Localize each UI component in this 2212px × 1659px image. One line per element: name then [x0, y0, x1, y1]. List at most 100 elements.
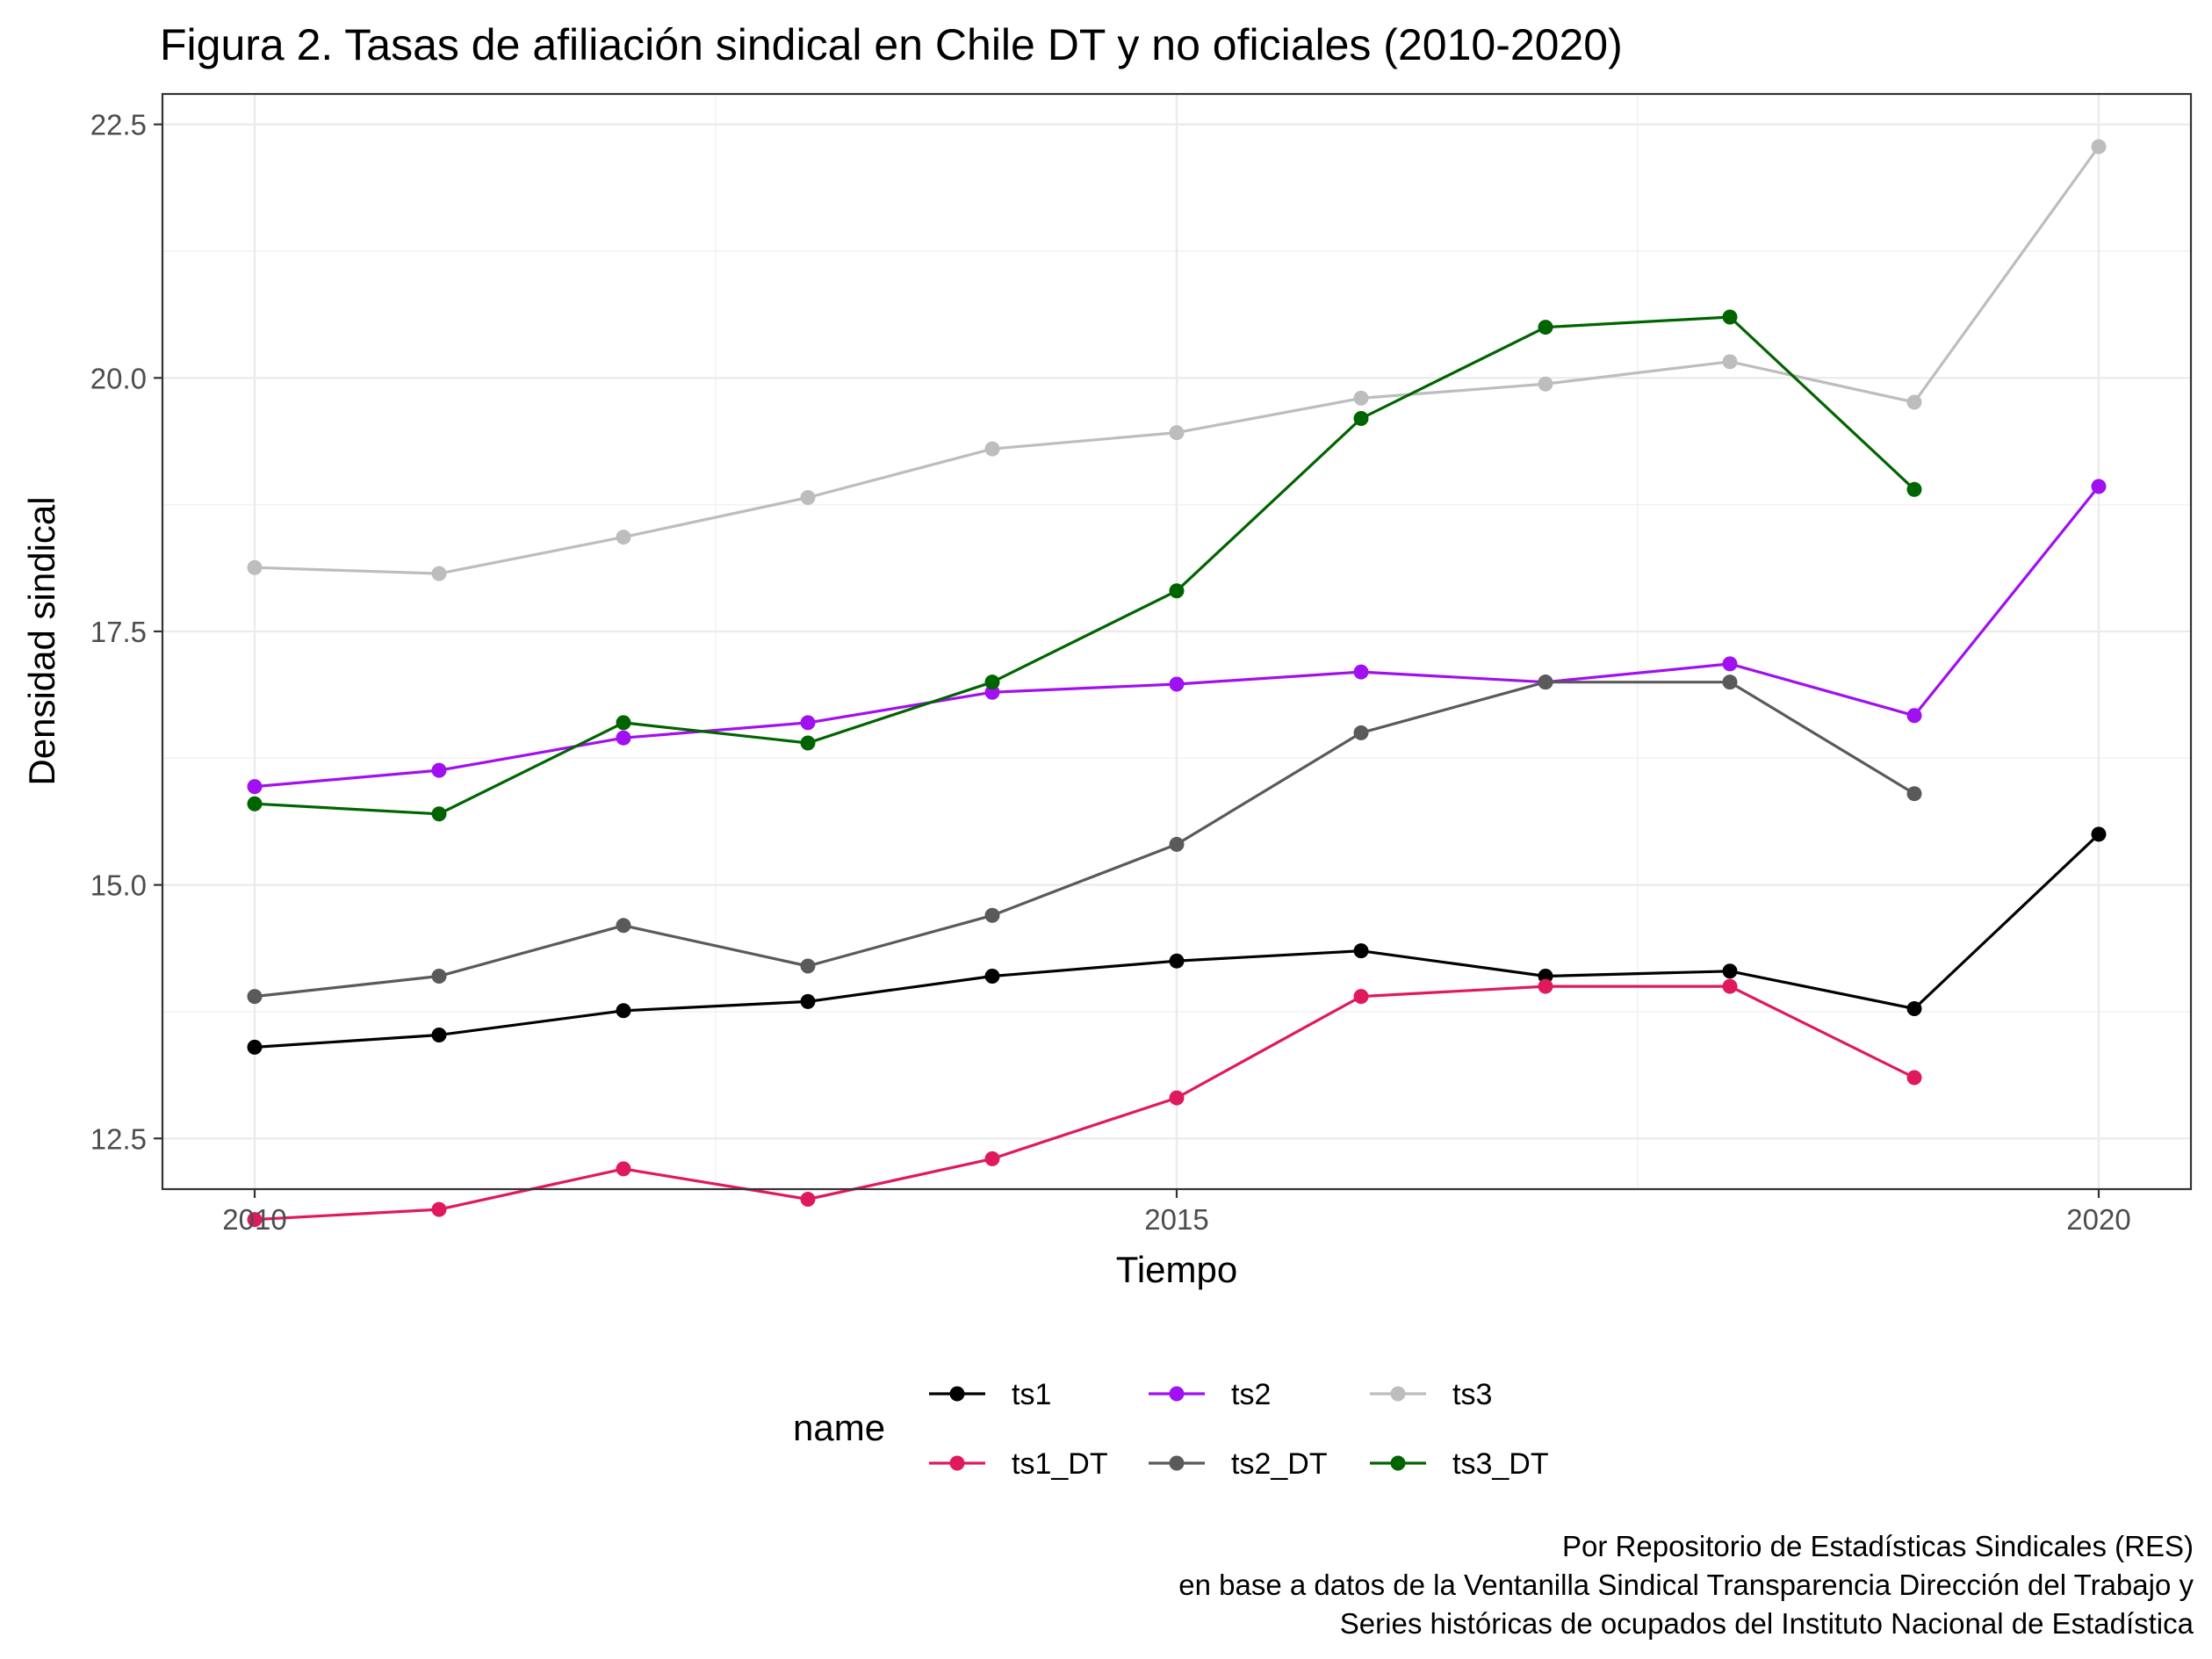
legend: name ts1 ts2 ts3 ts1_DT ts2_DT ts3_DT [793, 1378, 1549, 1481]
legend-item-ts2: ts2 [1149, 1378, 1271, 1411]
legend-item-ts1: ts1 [929, 1378, 1051, 1411]
legend-label: ts2_DT [1231, 1447, 1328, 1481]
data-point [431, 969, 447, 985]
data-point [431, 806, 447, 822]
data-point [1169, 583, 1185, 599]
data-point [247, 796, 263, 811]
data-point [1169, 836, 1185, 852]
series-line [254, 681, 1915, 999]
legend-label: ts1_DT [1012, 1447, 1108, 1481]
data-point [2091, 826, 2107, 842]
y-axis-title: Densidad sindical [21, 496, 62, 785]
data-point [1353, 725, 1369, 740]
data-point [984, 907, 1000, 923]
data-point [1906, 708, 1922, 724]
legend-label: ts2 [1231, 1378, 1271, 1411]
series-ts1 [247, 826, 2107, 1055]
legend-key-point [1390, 1386, 1406, 1402]
data-point [1722, 656, 1738, 672]
data-point [1906, 1070, 1922, 1086]
data-point [1722, 963, 1738, 979]
data-point [1538, 376, 1553, 392]
data-point [247, 1212, 263, 1228]
legend-key-point [1169, 1455, 1185, 1471]
data-point [984, 674, 1000, 690]
data-point [1722, 309, 1738, 325]
data-point [1353, 410, 1369, 426]
data-point [984, 441, 1000, 457]
series-ts2_DT [247, 674, 1922, 1005]
data-point [616, 715, 631, 731]
caption-line-3: Series históricas de ocupados del Instit… [1340, 1607, 2194, 1640]
x-tick-label: 2020 [2066, 1203, 2130, 1236]
data-point [431, 1201, 447, 1217]
data-point [1538, 320, 1553, 335]
data-point [616, 918, 631, 934]
legend-item-ts1_DT: ts1_DT [929, 1447, 1108, 1481]
data-point [1353, 989, 1369, 1005]
legend-label: ts3 [1452, 1378, 1492, 1411]
caption-line-1: Por Repositorio de Estadísticas Sindical… [1562, 1530, 2194, 1562]
data-point [800, 715, 816, 731]
data-point [1169, 953, 1185, 969]
legend-item-ts2_DT: ts2_DT [1149, 1447, 1328, 1481]
data-point [984, 969, 1000, 985]
data-point [1169, 676, 1185, 692]
legend-title: name [793, 1407, 885, 1448]
data-point [1353, 390, 1369, 406]
y-tick-label: 15.0 [90, 869, 147, 902]
y-tick-label: 22.5 [90, 109, 147, 141]
data-point [616, 530, 631, 545]
legend-label: ts1 [1012, 1378, 1051, 1411]
series-ts3_DT [247, 309, 1922, 822]
axes: 2010 2015 2020 12.5 15.0 17.5 20.0 22.5 [90, 109, 2131, 1236]
data-point [1722, 674, 1738, 690]
data-point [1722, 978, 1738, 994]
data-point [1906, 786, 1922, 802]
legend-key-point [1169, 1386, 1185, 1402]
legend-label: ts3_DT [1452, 1447, 1549, 1481]
caption-line-2: en base a datos de la Ventanilla Sindica… [1178, 1569, 2194, 1601]
data-point [1169, 1090, 1185, 1106]
data-point [431, 566, 447, 581]
y-tick-label: 17.5 [90, 616, 147, 648]
legend-item-ts3: ts3 [1370, 1378, 1492, 1411]
data-point [247, 779, 263, 795]
data-point [247, 989, 263, 1005]
data-point [247, 559, 263, 575]
data-point [800, 1192, 816, 1208]
data-point [2091, 139, 2107, 155]
data-point [984, 1150, 1000, 1166]
data-point [1538, 978, 1553, 994]
grid-lines [162, 94, 2191, 1189]
data-point [800, 490, 816, 506]
data-point [1722, 354, 1738, 370]
series-line [254, 315, 1916, 816]
data-point [1906, 481, 1922, 497]
data-point [1538, 674, 1553, 690]
data-point [2091, 479, 2107, 494]
data-point [1353, 943, 1369, 959]
legend-item-ts3_DT: ts3_DT [1370, 1447, 1549, 1481]
x-axis-title: Tiempo [1116, 1249, 1238, 1290]
data-point [1906, 1000, 1922, 1016]
data-point [800, 993, 816, 1009]
x-tick-label: 2010 [222, 1203, 286, 1236]
data-point [1906, 394, 1922, 410]
data-point [1169, 425, 1185, 441]
chart-title: Figura 2. Tasas de afiliación sindical e… [160, 20, 1623, 69]
data-point [247, 1039, 263, 1055]
data-point [800, 958, 816, 974]
caption: Por Repositorio de Estadísticas Sindical… [1178, 1530, 2194, 1640]
y-tick-label: 20.0 [90, 362, 147, 394]
legend-key-point [949, 1455, 965, 1471]
data-point [431, 1027, 447, 1042]
data-point [800, 735, 816, 751]
legend-key-point [1390, 1455, 1406, 1471]
data-point [616, 1003, 631, 1019]
data-point [616, 730, 631, 746]
data-point [431, 762, 447, 778]
x-tick-label: 2015 [1144, 1203, 1208, 1236]
legend-key-point [949, 1386, 965, 1402]
